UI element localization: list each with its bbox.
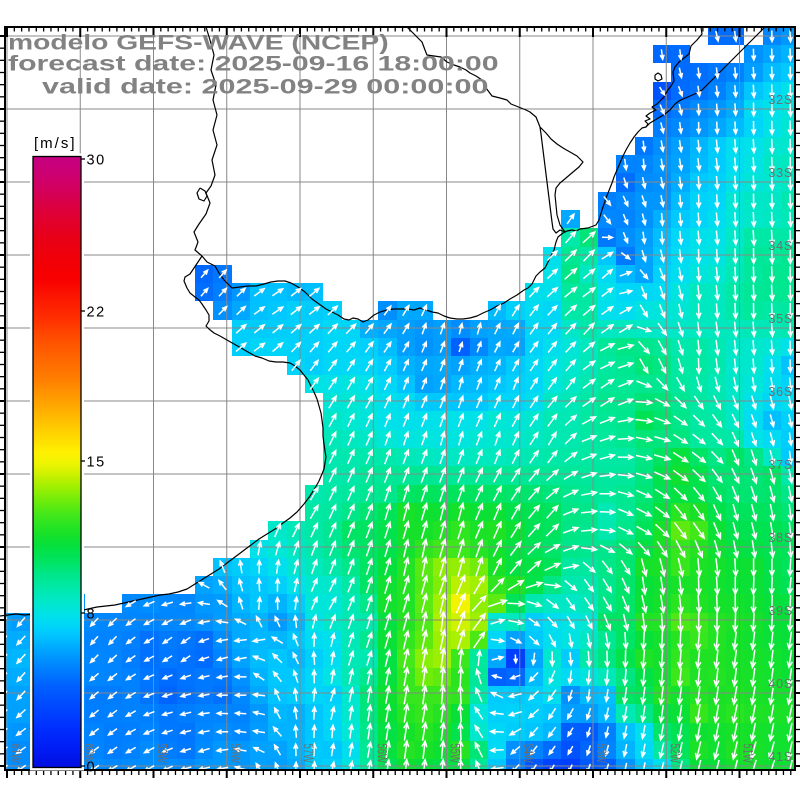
svg-text:53W: 53W: [594, 744, 610, 764]
svg-text:0: 0: [87, 760, 97, 776]
svg-text:59W: 59W: [155, 744, 171, 764]
svg-text:41S: 41S: [768, 750, 793, 764]
svg-text:55W: 55W: [448, 744, 464, 764]
svg-text:57W: 57W: [301, 744, 317, 764]
svg-text:58W: 58W: [228, 744, 244, 764]
svg-text:40S: 40S: [768, 677, 793, 691]
svg-text:54W: 54W: [521, 744, 537, 764]
svg-text:[m/s]: [m/s]: [34, 135, 77, 152]
svg-text:51W: 51W: [741, 744, 757, 764]
svg-text:15: 15: [87, 455, 106, 471]
svg-text:8: 8: [87, 607, 97, 623]
svg-text:32S: 32S: [768, 93, 793, 107]
svg-text:52W: 52W: [668, 744, 684, 764]
svg-text:56W: 56W: [374, 744, 390, 764]
svg-text:60W: 60W: [82, 744, 98, 764]
svg-text:39S: 39S: [768, 604, 793, 618]
svg-text:38S: 38S: [768, 531, 793, 545]
svg-text:33S: 33S: [768, 166, 793, 180]
svg-text:35S: 35S: [768, 312, 793, 326]
svg-text:30: 30: [87, 153, 106, 169]
svg-text:22: 22: [87, 305, 106, 321]
svg-text:36S: 36S: [768, 385, 793, 399]
svg-text:34S: 34S: [768, 239, 793, 253]
svg-text:37S: 37S: [768, 458, 793, 472]
svg-text:61W: 61W: [8, 744, 24, 764]
svg-text:modelo GEFS-WAVE (NCEP): modelo GEFS-WAVE (NCEP): [8, 31, 389, 55]
svg-text:forecast date: 2025-09-16 18:0: forecast date: 2025-09-16 18:00:00: [8, 51, 499, 75]
svg-text:valid date: 2025-09-29 00:00:0: valid date: 2025-09-29 00:00:00: [42, 74, 488, 98]
